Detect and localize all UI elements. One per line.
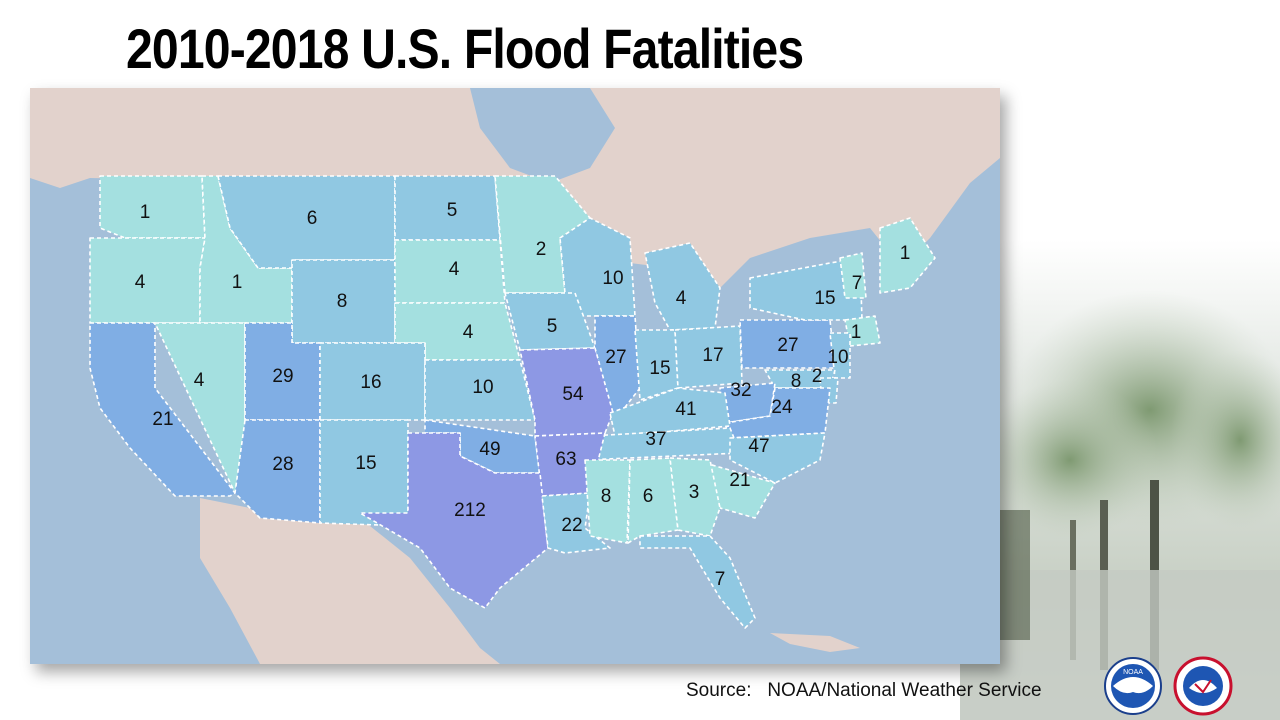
page-title: 2010-2018 U.S. Flood Fatalities bbox=[126, 17, 804, 80]
state-label-iowa: 5 bbox=[547, 316, 558, 337]
flood-fatalities-map: 1 4 1 6 8 5 4 4 2 10 4 5 21 4 29 16 10 54 27 15 17 27 15 7 1 1 10 8… bbox=[30, 88, 1000, 664]
state-label-montana: 6 bbox=[307, 208, 318, 229]
cuba-land bbox=[770, 633, 860, 652]
state-wisconsin bbox=[559, 217, 636, 317]
state-arizona bbox=[234, 419, 321, 524]
state-label-kentucky: 41 bbox=[675, 399, 696, 420]
state-label-missouri: 54 bbox=[562, 384, 584, 405]
state-label-delaware: 2 bbox=[812, 366, 823, 387]
state-label-illinois: 27 bbox=[605, 347, 626, 368]
state-label-nebraska: 4 bbox=[463, 322, 474, 343]
state-texas bbox=[359, 432, 549, 609]
state-label-wisconsin: 10 bbox=[602, 268, 623, 289]
state-label-pennsylvania: 27 bbox=[777, 335, 798, 356]
state-label-arizona: 28 bbox=[272, 454, 293, 475]
state-label-ohio: 17 bbox=[702, 345, 723, 366]
state-missouri bbox=[519, 347, 616, 437]
state-label-louisiana: 22 bbox=[561, 515, 582, 536]
svg-text:NOAA: NOAA bbox=[1123, 669, 1143, 676]
state-label-nevada: 4 bbox=[194, 370, 205, 391]
state-label-new-jersey: 10 bbox=[827, 347, 848, 368]
state-label-south-carolina: 21 bbox=[729, 470, 750, 491]
state-washington bbox=[99, 175, 206, 239]
state-florida bbox=[639, 535, 756, 629]
state-label-west-virginia: 32 bbox=[730, 380, 751, 401]
state-label-utah: 29 bbox=[272, 366, 293, 387]
state-label-new-mexico: 15 bbox=[355, 453, 376, 474]
state-alabama bbox=[627, 457, 679, 544]
state-label-oregon: 4 bbox=[135, 272, 146, 293]
state-label-idaho: 1 bbox=[232, 272, 243, 293]
state-label-vermont: 7 bbox=[852, 273, 863, 294]
state-kentucky bbox=[609, 387, 731, 437]
state-ohio bbox=[674, 325, 743, 389]
state-maine bbox=[879, 217, 936, 294]
state-label-oklahoma: 49 bbox=[479, 439, 500, 460]
state-label-arkansas: 63 bbox=[555, 449, 576, 470]
state-label-california: 21 bbox=[152, 409, 173, 430]
state-label-minnesota: 2 bbox=[536, 239, 547, 260]
state-label-michigan: 4 bbox=[676, 288, 687, 309]
source-caption: Source: NOAA/National Weather Service bbox=[686, 680, 1042, 701]
state-new-york bbox=[749, 257, 863, 321]
state-maryland bbox=[764, 369, 836, 389]
state-new-jersey bbox=[829, 332, 851, 379]
state-label-new-york: 15 bbox=[814, 288, 835, 309]
state-new-mexico bbox=[319, 419, 409, 527]
flood-photo bbox=[960, 240, 1280, 720]
state-west-virginia bbox=[719, 382, 776, 424]
state-label-texas: 212 bbox=[454, 500, 486, 521]
state-label-kansas: 10 bbox=[472, 377, 493, 398]
state-label-tennessee: 37 bbox=[645, 429, 666, 450]
noaa-logo: NOAA bbox=[1104, 657, 1162, 715]
state-louisiana bbox=[541, 492, 611, 554]
state-label-alabama: 6 bbox=[643, 486, 654, 507]
state-label-north-dakota: 5 bbox=[447, 200, 458, 221]
agency-logos: NOAA bbox=[1104, 656, 1233, 716]
state-label-maine: 1 bbox=[900, 243, 911, 264]
state-label-washington: 1 bbox=[140, 202, 151, 223]
state-label-mississippi: 8 bbox=[601, 486, 612, 507]
state-label-wyoming: 8 bbox=[337, 291, 348, 312]
state-south-carolina bbox=[704, 462, 776, 519]
state-california bbox=[89, 322, 236, 497]
state-label-virginia: 24 bbox=[771, 397, 793, 418]
state-vermont bbox=[839, 252, 867, 299]
mexico-land bbox=[200, 498, 500, 664]
state-mississippi bbox=[584, 459, 631, 544]
state-label-colorado: 16 bbox=[360, 372, 381, 393]
state-label-indiana: 15 bbox=[649, 358, 670, 379]
state-label-florida: 7 bbox=[715, 569, 726, 590]
state-oregon bbox=[89, 237, 206, 324]
national-weather-service-logo bbox=[1173, 656, 1233, 716]
state-illinois bbox=[594, 315, 641, 421]
state-pennsylvania bbox=[739, 319, 836, 369]
state-label-north-carolina: 47 bbox=[748, 436, 769, 457]
state-connecticut bbox=[844, 315, 881, 347]
state-label-connecticut: 1 bbox=[851, 322, 862, 343]
state-label-maryland: 8 bbox=[791, 371, 802, 392]
state-label-georgia: 3 bbox=[689, 482, 700, 503]
state-north-carolina bbox=[729, 432, 826, 484]
hudson-bay bbox=[470, 88, 615, 183]
state-label-south-dakota: 4 bbox=[449, 259, 460, 280]
state-georgia bbox=[669, 457, 721, 537]
